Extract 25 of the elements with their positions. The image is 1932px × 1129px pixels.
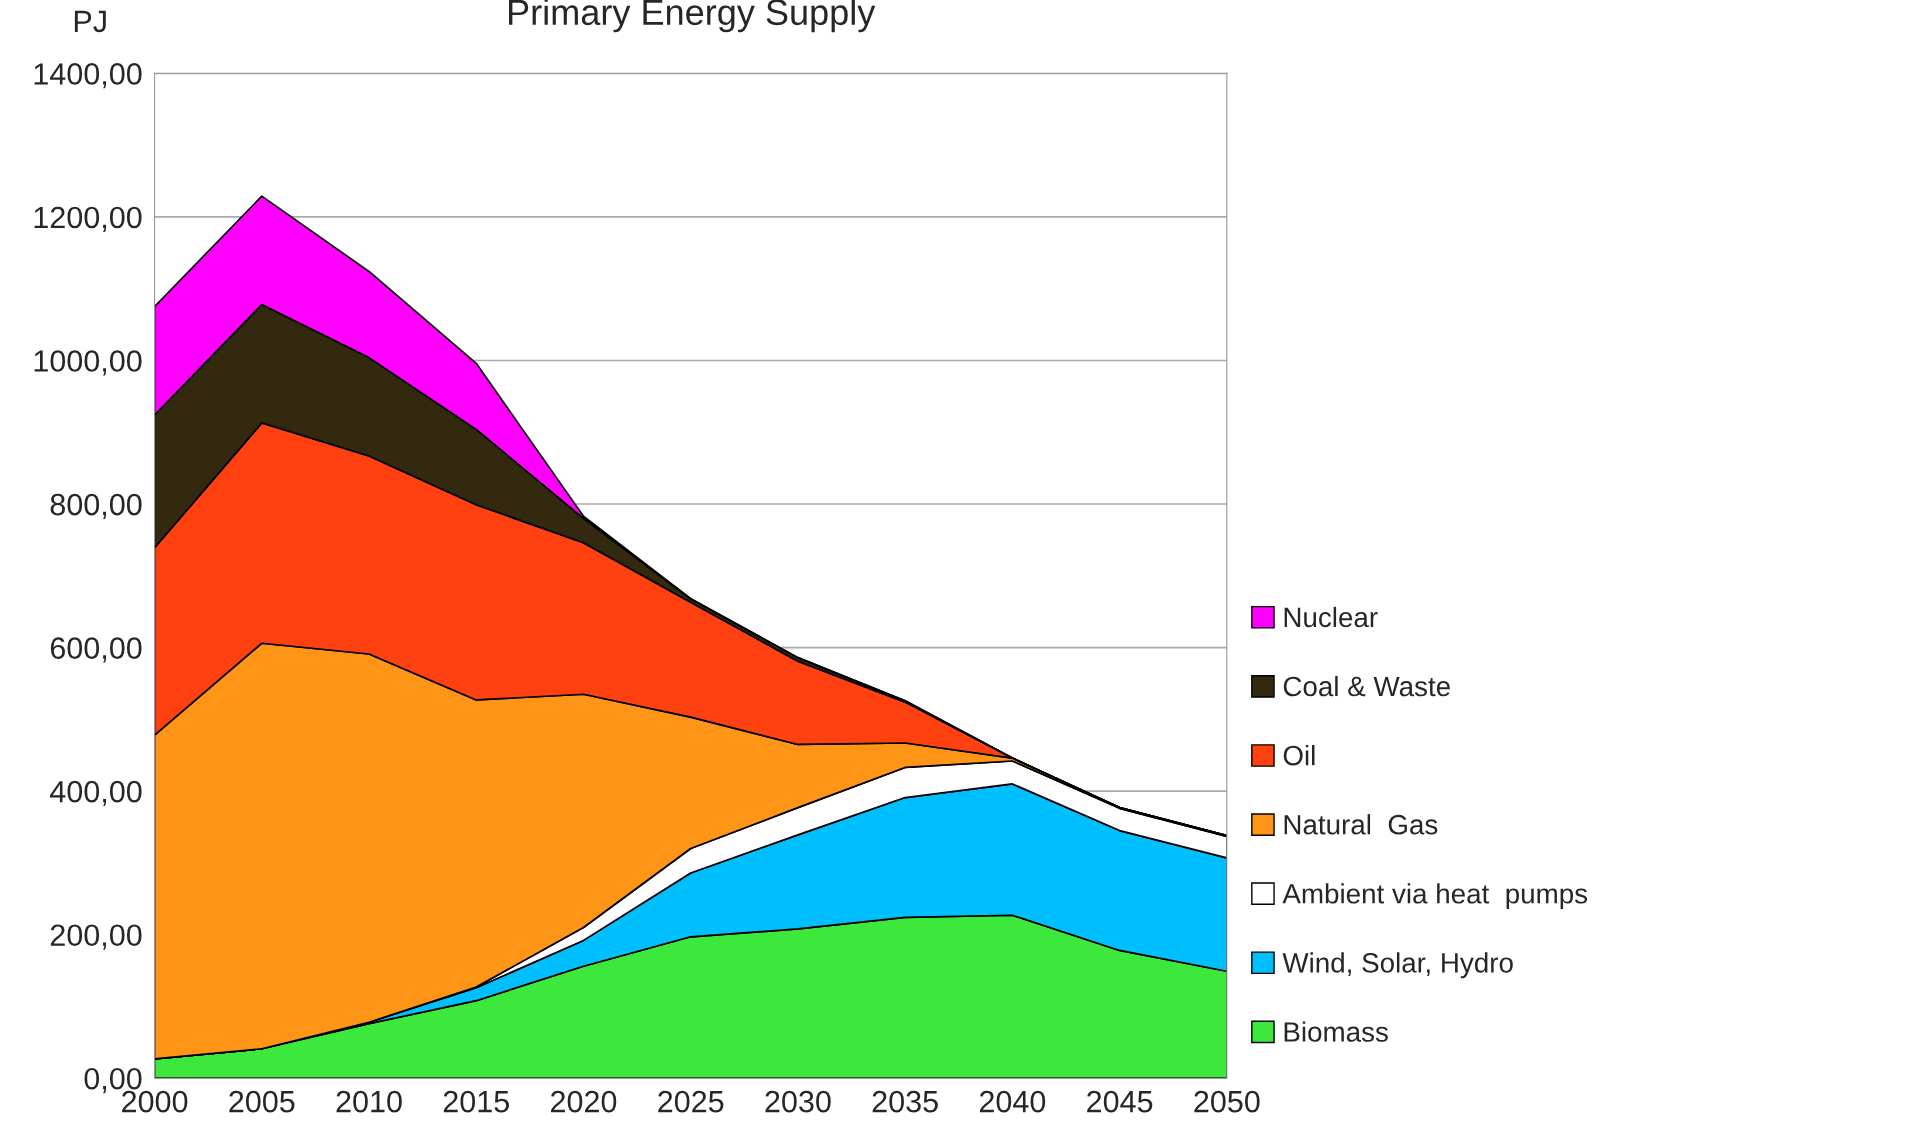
legend-label: Wind, Solar, Hydro [1282, 952, 1513, 979]
y-tick-label: 200,00 [50, 924, 142, 950]
y-tick-label: 1400,00 [34, 63, 142, 89]
legend-label: Nuclear [1284, 606, 1378, 628]
y-axis-title: PJ [74, 10, 106, 33]
legend-label: Biomass [1284, 1021, 1388, 1042]
y-tick-label: 1000,00 [34, 350, 142, 376]
legend-label: Ambient via heat pumps [1282, 883, 1588, 910]
y-tick-label: 600,00 [50, 637, 142, 663]
x-tick-label: 2050 [1194, 1090, 1260, 1113]
x-tick-label: 2020 [551, 1090, 617, 1113]
legend-label: Coal & Waste [1283, 675, 1450, 697]
y-tick-label: 1200,00 [34, 206, 142, 232]
legend-label: Oil [1283, 745, 1315, 766]
x-tick-label: 2010 [336, 1090, 402, 1113]
y-tick-label: 800,00 [50, 493, 142, 519]
x-tick-label: 2045 [1087, 1090, 1153, 1113]
x-tick-label: 2030 [765, 1090, 831, 1113]
x-tick-label: 2015 [443, 1090, 509, 1113]
legend-label: Natural Gas [1284, 814, 1438, 835]
x-tick-label: 2005 [229, 1090, 295, 1113]
x-tick-label: 2025 [658, 1090, 724, 1113]
y-tick-label: 400,00 [50, 780, 142, 807]
x-tick-label: 2035 [872, 1090, 938, 1113]
x-tick-label: 2040 [979, 1090, 1046, 1113]
